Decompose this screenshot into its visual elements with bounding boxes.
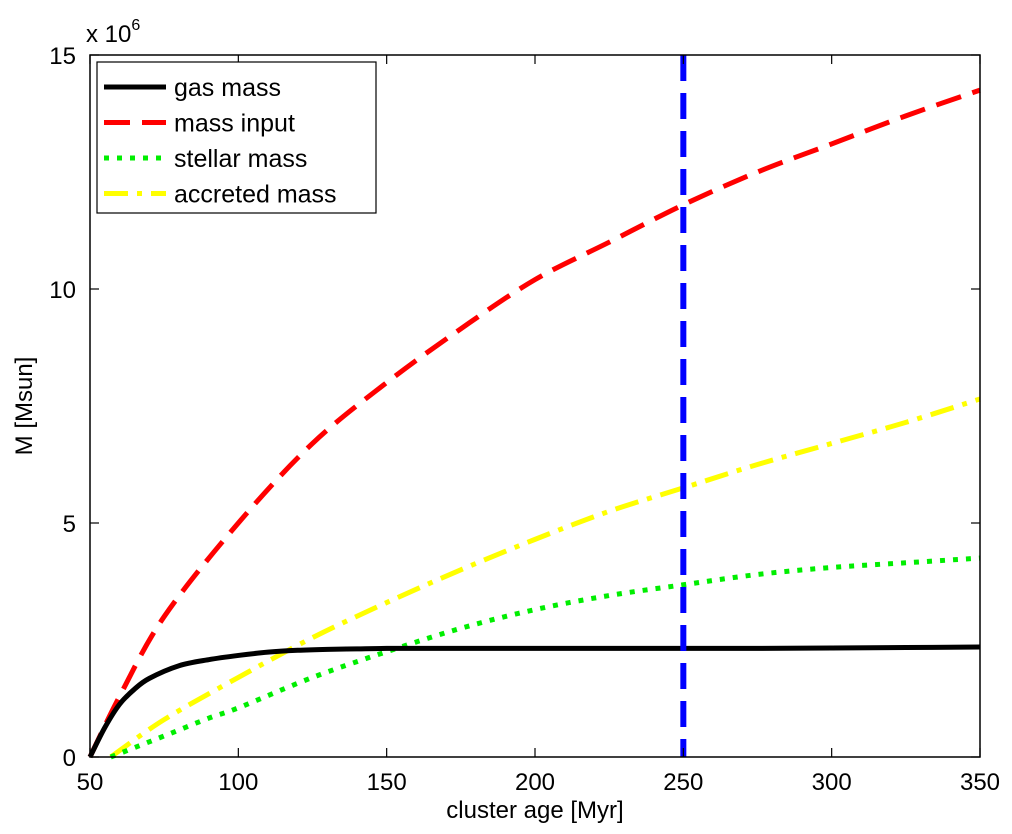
legend-label: stellar mass xyxy=(174,145,307,173)
axis-ticks: 50 100 150 200 250 300 350 0 5 10 15 xyxy=(49,43,1000,796)
y-tick-label: 5 xyxy=(63,511,76,538)
y-multiplier-base: x 10 xyxy=(86,21,131,48)
x-tick-label: 250 xyxy=(663,769,703,796)
x-tick-label: 150 xyxy=(367,769,407,796)
y-multiplier-exponent: 6 xyxy=(131,17,140,34)
x-tick-label: 100 xyxy=(218,769,258,796)
series-line-mass-input xyxy=(87,87,981,759)
y-tick-label: 15 xyxy=(49,43,76,70)
plot-area xyxy=(87,55,981,760)
y-tick-label: 0 xyxy=(63,745,76,772)
x-tick-label: 350 xyxy=(960,769,1000,796)
series-line-stellar-mass xyxy=(109,555,981,760)
x-tick-label: 200 xyxy=(515,769,555,796)
series-line-accreted-mass xyxy=(109,396,981,760)
legend-label: accreted mass xyxy=(174,181,337,209)
y-tick-label: 10 xyxy=(49,277,76,304)
x-axis-label: cluster age [Myr] xyxy=(446,797,623,824)
series-line-gas-mass xyxy=(87,644,981,759)
x-tick-label: 50 xyxy=(77,769,104,796)
y-axis-label: M [Msun] xyxy=(11,357,38,456)
legend: gas mass mass input stellar mass accreted m… xyxy=(96,61,377,214)
legend-label: gas mass xyxy=(174,74,281,102)
legend-label: mass input xyxy=(174,110,295,138)
y-multiplier: x 106 xyxy=(86,17,140,48)
x-tick-label: 300 xyxy=(812,769,852,796)
